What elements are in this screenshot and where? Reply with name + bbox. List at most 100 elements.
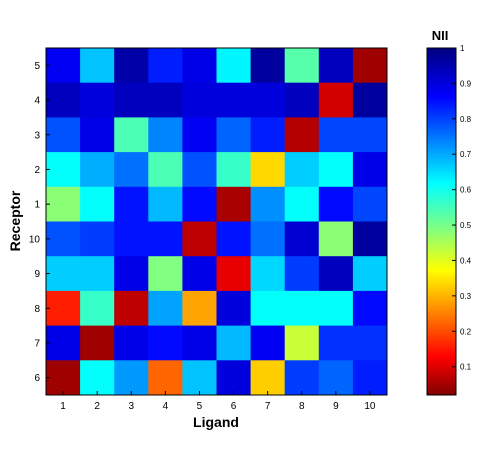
colorbar-title: NII <box>432 28 449 43</box>
colorbar-tick-label: 0.9 <box>460 79 472 88</box>
heatmap-cell <box>250 290 286 326</box>
heatmap-cell <box>216 186 251 222</box>
heatmap-cell <box>46 186 81 222</box>
x-tick-label: 3 <box>128 401 134 412</box>
heatmap-cell <box>114 82 149 118</box>
heatmap-cell <box>46 290 81 326</box>
heatmap-cell <box>250 360 286 396</box>
x-tick-label: 1 <box>60 401 66 412</box>
heatmap-cell <box>182 221 217 257</box>
heatmap-cell <box>250 221 286 257</box>
heatmap-cell <box>46 48 81 84</box>
heatmap-cell <box>46 256 81 292</box>
heatmap-cell <box>114 117 149 153</box>
heatmap-cell <box>352 152 388 188</box>
heatmap-cell <box>352 186 388 222</box>
heatmap-cell <box>216 360 251 396</box>
x-tick-label: 7 <box>265 401 271 412</box>
heatmap-cell <box>250 325 286 361</box>
heatmap-cell <box>318 360 354 396</box>
colorbar <box>426 47 457 396</box>
colorbar-tick-label: 0.7 <box>460 150 472 159</box>
heatmap-cell <box>46 152 81 188</box>
heatmap-cell <box>250 82 286 118</box>
heatmap-cells <box>46 48 388 396</box>
heatmap-cell <box>216 256 251 292</box>
heatmap-cell <box>318 290 354 326</box>
y-tick-label: 2 <box>34 165 40 176</box>
heatmap-cell <box>216 48 251 84</box>
y-axis-ticks: 5 4 3 2 1 10 9 8 7 6 <box>29 61 50 384</box>
heatmap-cell <box>148 290 183 326</box>
heatmap-cell <box>80 325 115 361</box>
heatmap-cell <box>182 325 217 361</box>
heatmap-cell <box>352 290 388 326</box>
heatmap-cell <box>318 256 354 292</box>
x-tick-label: 10 <box>364 401 376 412</box>
heatmap-cell <box>284 325 320 361</box>
heatmap-cell <box>80 256 115 292</box>
heatmap-cell <box>46 82 81 118</box>
heatmap-cell <box>80 82 115 118</box>
heatmap-cell <box>318 117 354 153</box>
heatmap-cell <box>148 152 183 188</box>
heatmap-cell <box>216 82 251 118</box>
heatmap-cell <box>182 152 217 188</box>
heatmap-cell <box>114 221 149 257</box>
heatmap-cell <box>284 256 320 292</box>
heatmap-cell <box>216 221 251 257</box>
heatmap-cell <box>352 82 388 118</box>
colorbar-tick-label: 0.2 <box>460 327 472 336</box>
heatmap-cell <box>114 325 149 361</box>
heatmap-cell <box>80 186 115 222</box>
heatmap-cell <box>318 221 354 257</box>
colorbar-tick-label: 0.3 <box>460 292 472 301</box>
heatmap-cell <box>80 290 115 326</box>
heatmap-cell <box>114 290 149 326</box>
y-tick-label: 1 <box>34 200 40 211</box>
heatmap-cell <box>318 152 354 188</box>
colorbar-tick-label: 0.6 <box>460 186 472 195</box>
x-tick-label: 8 <box>299 401 305 412</box>
y-tick-label: 7 <box>34 338 40 349</box>
heatmap-cell <box>318 48 354 84</box>
heatmap-cell <box>318 186 354 222</box>
x-tick-label: 6 <box>231 401 237 412</box>
heatmap-cell <box>284 152 320 188</box>
heatmap-cell <box>114 256 149 292</box>
heatmap-cell <box>216 325 251 361</box>
colorbar-tick-label: 0.4 <box>460 256 472 265</box>
heatmap-cell <box>148 221 183 257</box>
heatmap-cell <box>352 117 388 153</box>
heatmap-cell <box>148 186 183 222</box>
y-tick-label: 10 <box>29 234 41 245</box>
heatmap-cell <box>182 256 217 292</box>
heatmap-cell <box>114 186 149 222</box>
heatmap-cell <box>148 117 183 153</box>
heatmap-cell <box>352 325 388 361</box>
heatmap-cell <box>46 360 81 396</box>
y-axis-label: Receptor <box>7 190 23 251</box>
heatmap-cell <box>318 325 354 361</box>
heatmap-cell <box>284 82 320 118</box>
x-tick-label: 4 <box>163 401 169 412</box>
heatmap-cell <box>284 48 320 84</box>
y-tick-label: 5 <box>34 61 40 72</box>
heatmap-cell <box>46 117 81 153</box>
heatmap-cell <box>80 360 115 396</box>
heatmap-cell <box>352 256 388 292</box>
heatmap-cell <box>148 48 183 84</box>
heatmap-cell <box>318 82 354 118</box>
heatmap-cell <box>182 82 217 118</box>
colorbar-tick-label: 1 <box>460 44 465 53</box>
heatmap-cell <box>182 186 217 222</box>
colorbar-tick-label: 0.8 <box>460 115 472 124</box>
heatmap-cell <box>148 325 183 361</box>
heatmap-cell <box>148 360 183 396</box>
heatmap-cell <box>250 117 286 153</box>
heatmap-cell <box>80 117 115 153</box>
heatmap-cell <box>216 117 251 153</box>
heatmap-cell <box>182 360 217 396</box>
y-tick-label: 4 <box>34 96 40 107</box>
